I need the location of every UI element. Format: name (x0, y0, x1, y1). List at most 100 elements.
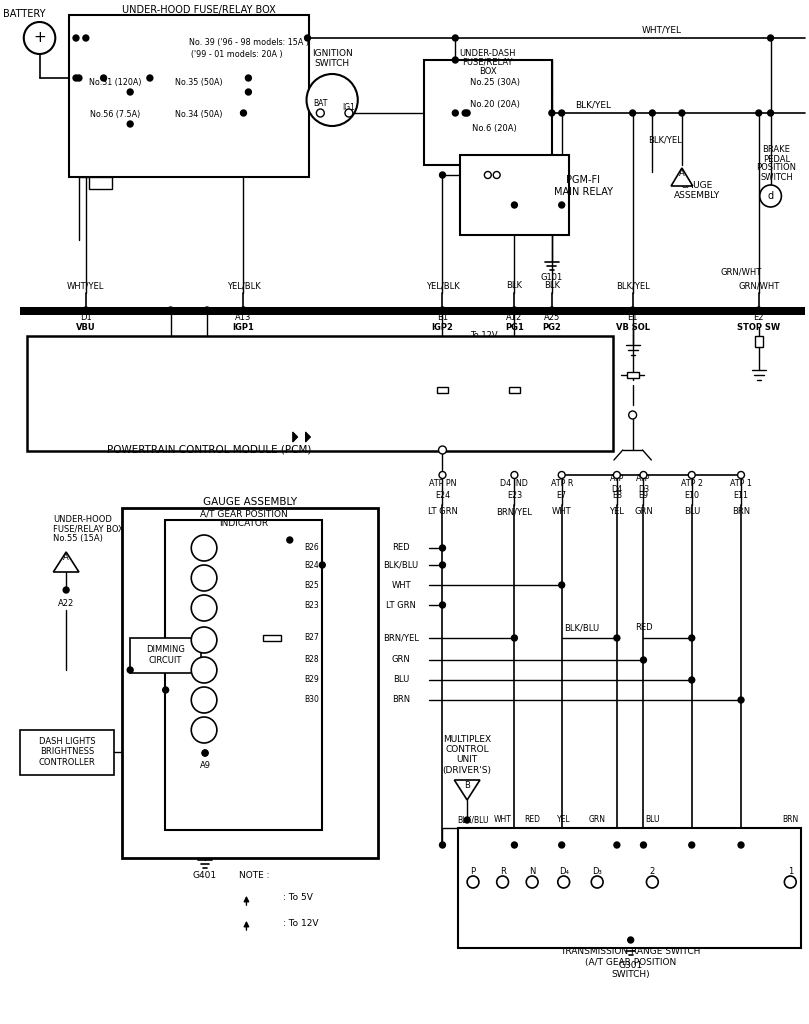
Text: B: B (464, 780, 470, 790)
Text: SWITCH: SWITCH (315, 58, 349, 68)
Circle shape (191, 627, 217, 653)
Text: D₄: D₄ (199, 636, 210, 644)
Circle shape (688, 635, 695, 641)
Text: DIMMING
CIRCUIT: DIMMING CIRCUIT (146, 645, 185, 665)
Text: BLK/BLU: BLK/BLU (564, 624, 599, 633)
Circle shape (147, 75, 153, 81)
Circle shape (526, 876, 538, 888)
Circle shape (191, 657, 217, 683)
Text: BRN: BRN (732, 508, 750, 516)
Text: ATP 2: ATP 2 (680, 479, 703, 488)
Text: BRN/YEL: BRN/YEL (383, 634, 419, 642)
Circle shape (756, 110, 762, 116)
Text: ATP
D4: ATP D4 (610, 474, 624, 494)
Text: ATP R: ATP R (550, 479, 573, 488)
Polygon shape (671, 168, 693, 186)
Circle shape (511, 842, 518, 848)
Text: 2: 2 (650, 866, 655, 876)
Text: E9: E9 (638, 492, 649, 501)
Text: D₄: D₄ (559, 866, 569, 876)
Text: A/T GEAR POSITION: A/T GEAR POSITION (200, 510, 287, 518)
Circle shape (738, 842, 744, 848)
Text: P: P (471, 866, 476, 876)
Circle shape (439, 545, 446, 551)
Text: P: P (201, 544, 207, 553)
Text: CPU: CPU (160, 344, 181, 353)
Circle shape (738, 471, 744, 478)
Circle shape (191, 687, 217, 713)
Text: R: R (201, 573, 207, 583)
Text: : To 12V: : To 12V (283, 919, 319, 928)
Circle shape (591, 876, 603, 888)
Circle shape (191, 565, 217, 591)
Text: UNDER-DASH: UNDER-DASH (460, 48, 516, 57)
Text: BLK/YEL: BLK/YEL (616, 282, 650, 291)
Text: B27: B27 (305, 634, 320, 642)
Text: BLU: BLU (393, 676, 409, 684)
Text: E23: E23 (507, 492, 522, 501)
Circle shape (127, 89, 133, 95)
Circle shape (439, 602, 446, 608)
Text: GAUGE: GAUGE (680, 180, 713, 189)
Circle shape (628, 937, 633, 943)
Text: PGM-FI: PGM-FI (566, 175, 600, 185)
Text: B28: B28 (305, 655, 320, 665)
Text: E7: E7 (557, 492, 567, 501)
Text: B25: B25 (305, 581, 320, 590)
Text: E11: E11 (734, 492, 748, 501)
Text: A25: A25 (544, 312, 560, 322)
Circle shape (768, 110, 773, 116)
Circle shape (511, 307, 518, 313)
Text: N: N (201, 603, 207, 612)
Circle shape (613, 471, 621, 478)
Text: No.20 (20A): No.20 (20A) (470, 99, 519, 109)
Text: GRN/WHT: GRN/WHT (738, 282, 779, 291)
Text: PG2: PG2 (542, 323, 561, 332)
Bar (460, 155, 569, 234)
Circle shape (559, 202, 565, 208)
Text: YEL: YEL (557, 815, 570, 824)
Text: UNIT: UNIT (456, 756, 478, 765)
Text: RED: RED (635, 624, 652, 633)
Circle shape (464, 817, 470, 823)
Text: E2: E2 (753, 312, 764, 322)
Circle shape (493, 171, 500, 178)
Circle shape (559, 110, 565, 116)
Text: BLK/YEL: BLK/YEL (648, 135, 682, 144)
Text: SWITCH): SWITCH) (612, 970, 650, 979)
Circle shape (204, 307, 210, 313)
Text: BLK: BLK (506, 282, 523, 291)
Text: To 5V: To 5V (207, 337, 230, 345)
Bar (437, 387, 448, 393)
Circle shape (439, 471, 446, 478)
Circle shape (83, 307, 89, 313)
Bar (122, 508, 379, 858)
Text: UNDER-HOOD: UNDER-HOOD (53, 515, 112, 524)
Bar (755, 336, 763, 347)
Text: G101: G101 (540, 273, 563, 283)
Text: MAIN RELAY: MAIN RELAY (554, 187, 613, 197)
Circle shape (629, 110, 636, 116)
Bar (150, 338, 191, 360)
Text: No.34 (50A): No.34 (50A) (176, 111, 223, 120)
Circle shape (756, 307, 762, 313)
Text: IGP1: IGP1 (232, 323, 254, 332)
Text: BLK/YEL: BLK/YEL (575, 100, 612, 110)
Text: RED: RED (392, 544, 410, 553)
Circle shape (76, 75, 82, 81)
Text: : To 5V: : To 5V (283, 894, 313, 902)
Text: BLU: BLU (684, 508, 700, 516)
Text: GRN: GRN (589, 815, 606, 824)
Circle shape (439, 562, 446, 568)
Text: A13: A13 (235, 312, 252, 322)
Circle shape (452, 35, 458, 41)
Circle shape (511, 471, 518, 478)
Text: B30: B30 (304, 695, 320, 705)
Text: CONTROL: CONTROL (445, 745, 489, 755)
Text: 5V
REGULATOR: 5V REGULATOR (72, 370, 123, 389)
Text: E10: E10 (684, 492, 699, 501)
Text: B24: B24 (305, 560, 320, 569)
Text: WHT: WHT (392, 581, 411, 590)
Text: WHT/YEL: WHT/YEL (67, 282, 104, 291)
Text: No.55 (15A): No.55 (15A) (53, 534, 104, 543)
